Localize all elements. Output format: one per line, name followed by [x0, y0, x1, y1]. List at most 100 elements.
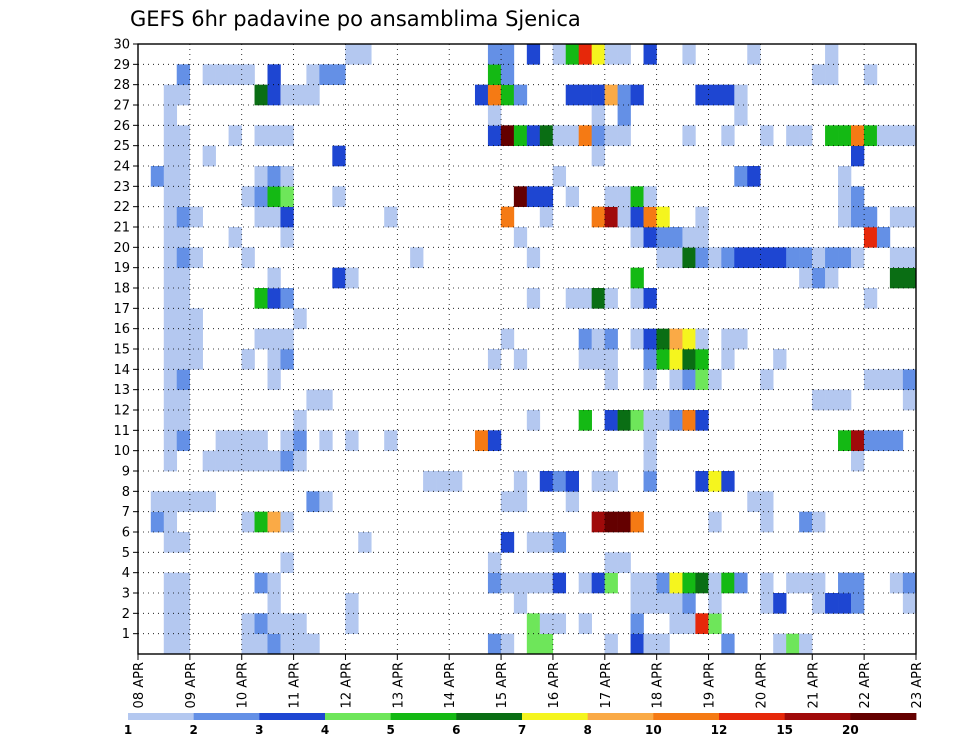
- heatmap-cell: [176, 84, 190, 106]
- heatmap-cell: [799, 247, 813, 268]
- heatmap-cell: [526, 125, 541, 146]
- heatmap-cell: [267, 267, 281, 289]
- heatmap-cell: [591, 145, 605, 167]
- heatmap-cell: [345, 267, 359, 289]
- heatmap-cell: [280, 450, 294, 472]
- heatmap-cell: [163, 389, 178, 411]
- heatmap-cell: [630, 328, 644, 350]
- heatmap-cell: [176, 328, 190, 350]
- heatmap-cell: [241, 247, 255, 268]
- heatmap-cell: [176, 532, 190, 553]
- heatmap-cell: [760, 511, 774, 533]
- heatmap-cell: [721, 247, 735, 268]
- heatmap-cell: [280, 511, 294, 533]
- heatmap-cell: [163, 227, 178, 248]
- x-tick-label: 13 APR: [391, 662, 406, 708]
- heatmap-cell: [150, 491, 165, 512]
- heatmap-cell: [643, 328, 657, 350]
- colorbar-swatch: [719, 713, 786, 720]
- heatmap-cell: [604, 44, 618, 65]
- heatmap-cell: [773, 247, 787, 268]
- heatmap-cell: [254, 166, 268, 187]
- heatmap-cell: [721, 633, 735, 655]
- heatmap-cell: [293, 613, 307, 634]
- heatmap-cell: [202, 450, 216, 472]
- heatmap-cell: [500, 206, 515, 228]
- heatmap-cell: [578, 410, 592, 431]
- heatmap-cell: [630, 593, 644, 614]
- y-tick-label: 29: [113, 58, 130, 73]
- heatmap-cell: [838, 186, 852, 207]
- heatmap-cell: [254, 572, 268, 594]
- heatmap-cell: [293, 308, 307, 329]
- heatmap-cell: [267, 206, 281, 228]
- heatmap-cell: [708, 369, 722, 390]
- heatmap-cell: [708, 572, 722, 594]
- heatmap-cell: [319, 491, 333, 512]
- colorbar-tick-label: 1: [124, 723, 132, 737]
- heatmap-cell: [889, 572, 904, 594]
- heatmap-cell: [228, 430, 242, 451]
- heatmap-cell: [591, 572, 605, 594]
- heatmap-cell: [630, 267, 644, 289]
- heatmap-cell: [760, 247, 774, 268]
- heatmap-cell: [604, 328, 618, 350]
- heatmap-cell: [513, 186, 528, 207]
- heatmap-cell: [176, 308, 190, 329]
- heatmap-cell: [293, 410, 307, 431]
- heatmap-cell: [345, 613, 359, 634]
- heatmap-cell: [604, 410, 618, 431]
- colorbar-tick-label: 2: [189, 723, 197, 737]
- heatmap-cell: [254, 206, 268, 228]
- y-tick-label: 23: [113, 180, 130, 195]
- heatmap-cell: [500, 572, 515, 594]
- heatmap-cell: [176, 145, 190, 167]
- heatmap-cell: [825, 247, 839, 268]
- heatmap-cell: [241, 633, 255, 655]
- heatmap-cell: [500, 633, 515, 655]
- heatmap-cell: [202, 64, 216, 85]
- heatmap-cell: [643, 288, 657, 309]
- heatmap-cell: [902, 206, 917, 228]
- heatmap-cell: [708, 471, 722, 492]
- heatmap-cell: [500, 84, 515, 106]
- heatmap-cell: [591, 84, 605, 106]
- colorbar-tick-label: 5: [386, 723, 394, 737]
- heatmap-cell: [241, 186, 255, 207]
- heatmap-cell: [280, 552, 294, 573]
- colorbar-swatch: [259, 713, 326, 720]
- heatmap-cell: [669, 349, 683, 370]
- heatmap-cell: [812, 64, 826, 85]
- heatmap-cell: [163, 145, 178, 167]
- heatmap-cell: [604, 633, 618, 655]
- heatmap-cell: [176, 64, 190, 85]
- heatmap-cell: [176, 389, 190, 411]
- heatmap-cell: [695, 410, 709, 431]
- heatmap-cell: [656, 206, 670, 228]
- colorbar-tick-label: 15: [776, 723, 793, 737]
- heatmap-cell: [267, 288, 281, 309]
- heatmap-cell: [228, 125, 242, 146]
- heatmap-cell: [513, 471, 528, 492]
- heatmap-cell: [241, 430, 255, 451]
- heatmap-cell: [189, 349, 203, 370]
- heatmap-cell: [591, 44, 605, 65]
- heatmap-cell: [825, 267, 839, 289]
- heatmap-cell: [825, 64, 839, 85]
- heatmap-cell: [669, 613, 683, 634]
- y-tick-label: 22: [113, 200, 130, 215]
- heatmap-cell: [786, 633, 800, 655]
- heatmap-cell: [500, 328, 515, 350]
- heatmap-cell: [306, 633, 320, 655]
- heatmap-cell: [267, 613, 281, 634]
- heatmap-cell: [695, 349, 709, 370]
- heatmap-cell: [682, 227, 696, 248]
- heatmap-cell: [280, 84, 294, 106]
- heatmap-cell: [825, 593, 839, 614]
- heatmap-cell: [617, 44, 631, 65]
- heatmap-cell: [176, 430, 190, 451]
- heatmap-cell: [721, 471, 735, 492]
- heatmap-cell: [682, 593, 696, 614]
- heatmap-cell: [423, 471, 437, 492]
- heatmap-cell: [332, 145, 346, 167]
